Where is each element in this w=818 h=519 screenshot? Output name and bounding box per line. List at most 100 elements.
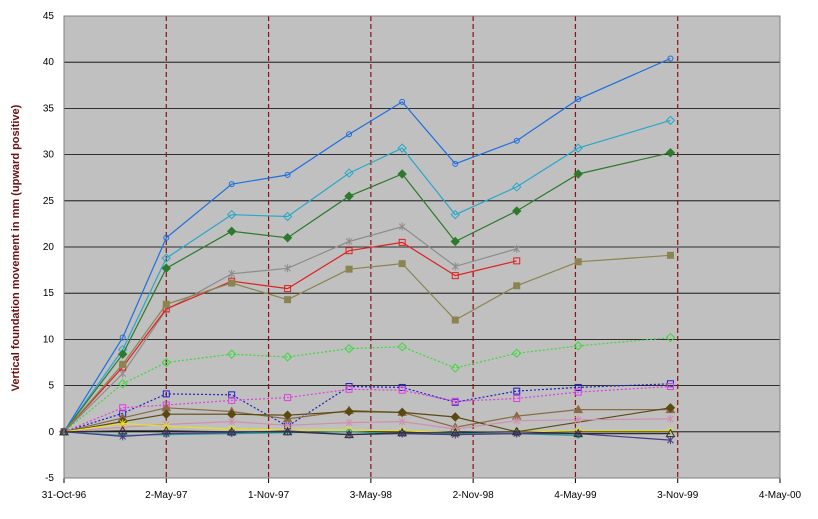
series-line	[63, 241, 517, 433]
data-point	[345, 237, 353, 246]
data-point	[513, 137, 520, 144]
data-point	[161, 425, 172, 435]
data-point	[228, 417, 236, 426]
data-point	[282, 410, 293, 420]
data-point	[452, 160, 459, 167]
data-point	[161, 253, 171, 263]
data-point	[282, 352, 293, 362]
data-point	[667, 414, 674, 423]
series-line	[63, 57, 671, 433]
data-point	[117, 379, 128, 389]
y-tick-label: 35	[43, 103, 55, 114]
data-point	[512, 206, 522, 216]
data-point	[345, 247, 353, 255]
data-point	[513, 395, 521, 403]
data-point	[345, 385, 353, 393]
data-point	[284, 285, 292, 293]
series-line	[63, 385, 671, 433]
x-tick-label: 2-Nov-98	[453, 490, 495, 501]
data-point	[666, 251, 674, 259]
data-point	[512, 182, 522, 192]
data-point	[450, 209, 460, 220]
data-point	[398, 260, 406, 268]
y-tick-label: 5	[48, 381, 54, 392]
data-point	[451, 397, 459, 405]
x-tick-label: 3-Nov-99	[657, 490, 699, 501]
data-point	[665, 332, 676, 343]
data-point	[398, 238, 406, 246]
data-point	[451, 262, 459, 271]
y-tick-label: -5	[45, 473, 54, 484]
data-point	[513, 282, 521, 290]
data-point	[397, 407, 407, 418]
data-point	[284, 171, 291, 178]
data-point	[513, 244, 521, 253]
data-point	[399, 98, 406, 105]
data-point	[575, 96, 582, 103]
data-point	[450, 363, 460, 373]
data-point	[513, 387, 521, 395]
data-point	[344, 168, 354, 178]
data-point	[226, 349, 237, 359]
plot-area: -5 0 5 10 15 20 25 30 35 40 45 31-Oct-96 2-May-97 1-N…	[42, 11, 802, 501]
data-point	[161, 409, 171, 419]
data-point	[512, 348, 522, 358]
y-tick-label: 15	[43, 288, 55, 299]
plot-frame	[63, 15, 781, 479]
data-point	[397, 342, 407, 352]
data-point	[226, 209, 237, 220]
y-axis-label: Vertical foundation movement in mm (upwa…	[10, 104, 22, 391]
data-point	[450, 236, 460, 247]
data-point	[226, 226, 237, 236]
data-point	[284, 296, 292, 304]
data-point	[119, 404, 127, 412]
series-line	[63, 119, 671, 433]
data-point	[161, 357, 171, 368]
x-tick-label: 3-May-98	[350, 490, 393, 501]
y-tick-label: 30	[43, 150, 55, 161]
series-line	[63, 337, 671, 433]
data-point	[511, 426, 522, 436]
data-point	[119, 360, 127, 368]
data-point	[513, 257, 521, 265]
data-point	[573, 428, 584, 438]
data-point	[346, 131, 353, 138]
data-point	[398, 222, 406, 231]
data-point	[226, 426, 237, 436]
data-point	[665, 148, 676, 158]
data-point	[284, 394, 292, 402]
data-point	[665, 115, 676, 126]
data-point	[228, 279, 236, 287]
data-point	[665, 403, 676, 413]
data-point	[117, 425, 128, 435]
data-point	[573, 169, 583, 179]
x-tick-label: 2-May-97	[145, 490, 188, 501]
data-point	[450, 427, 461, 437]
data-point	[665, 428, 676, 438]
data-point	[162, 300, 170, 308]
y-tick-label: 10	[43, 334, 55, 345]
data-point	[282, 211, 293, 222]
data-point	[451, 272, 459, 280]
y-tick-label: 20	[43, 242, 55, 253]
y-tick-label: 45	[43, 11, 55, 22]
y-tick-label: 40	[43, 57, 55, 68]
data-point	[397, 169, 407, 179]
data-point	[397, 427, 408, 437]
data-point	[282, 426, 293, 436]
data-point	[451, 316, 459, 324]
data-point	[163, 234, 170, 241]
data-point	[667, 55, 674, 62]
x-tick-label: 31-Oct-96	[42, 490, 87, 501]
y-tick-label: 25	[43, 196, 55, 207]
data-point	[574, 388, 582, 396]
data-point	[282, 233, 293, 243]
data-point	[284, 264, 291, 273]
data-point	[574, 383, 582, 391]
data-point	[450, 412, 460, 422]
data-point	[228, 181, 235, 188]
data-point	[161, 263, 171, 273]
data-point	[573, 404, 584, 414]
x-tick-label: 4-May-00	[759, 490, 802, 501]
